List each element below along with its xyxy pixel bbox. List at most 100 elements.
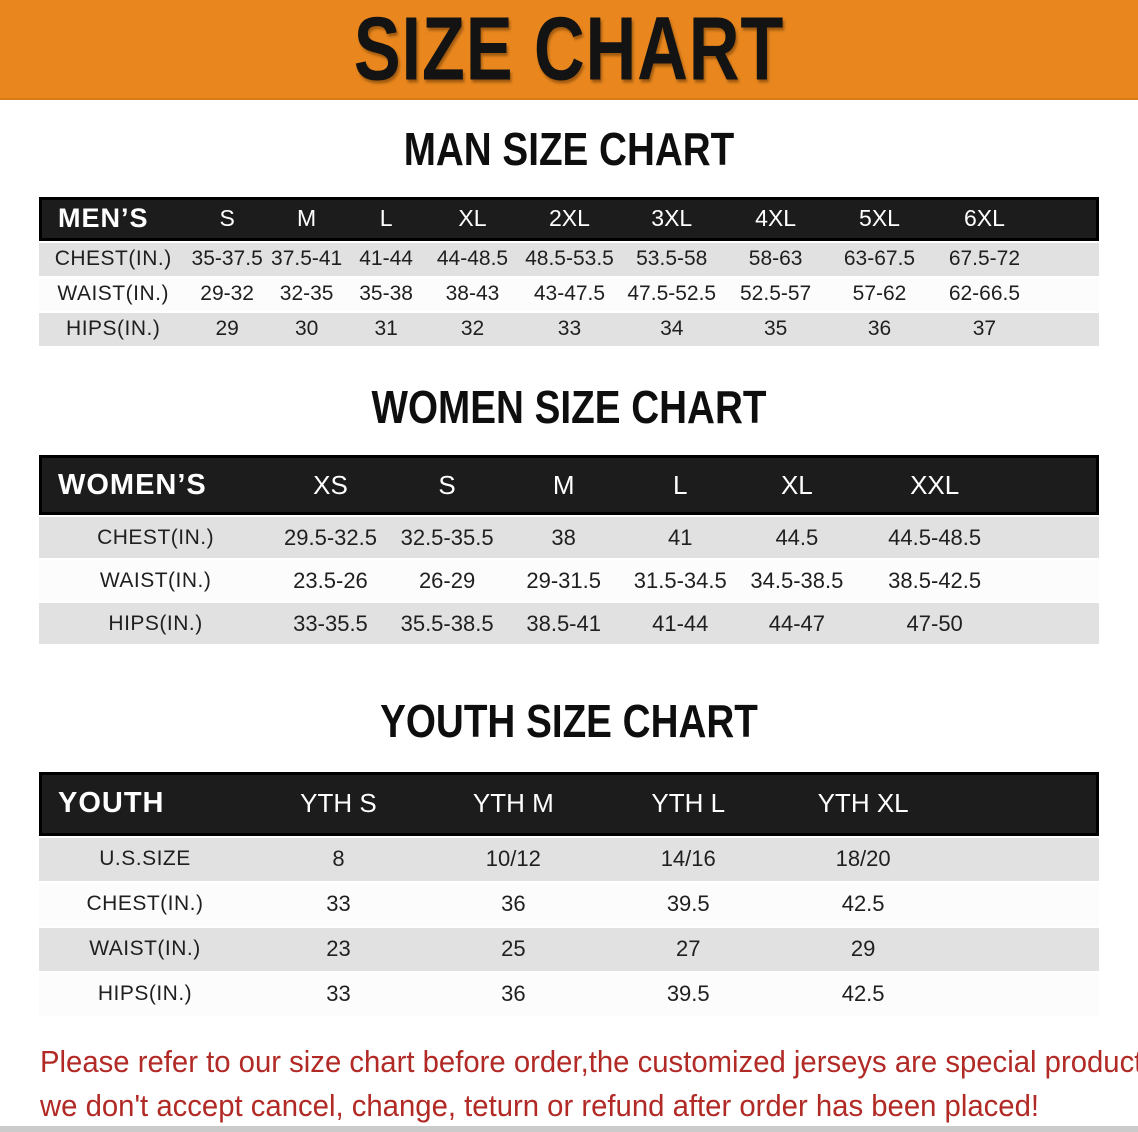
section-womens: WOMEN SIZE CHART WOMEN’S XS S M L XL XXL CHEST(…	[0, 380, 1138, 647]
youth-cell-hips-in-yth-s: 33	[251, 972, 426, 1016]
youth-row-label-waist-in: WAIST(IN.)	[39, 927, 251, 971]
youth-header-row: YOUTH YTH S YTH M YTH L YTH XL	[39, 771, 1099, 836]
youth-header-spacer	[950, 771, 1099, 836]
youth-section-heading: YOUTH SIZE CHART	[380, 695, 758, 748]
youth-cell-waist-in-yth-xl: 29	[775, 927, 951, 971]
womens-cell-waist-in-s: 26-29	[388, 560, 506, 602]
mens-cell-hips-in-m: 30	[266, 312, 347, 346]
mens-col-head-4xl: 4XL	[723, 196, 828, 241]
womens-cell-hips-in-l: 41-44	[621, 603, 739, 645]
mens-cell-hips-in-5xl: 36	[827, 312, 932, 346]
mens-col-head-xl: XL	[425, 196, 520, 241]
womens-col-head-l: L	[621, 455, 739, 516]
womens-col-head-s: S	[388, 455, 506, 516]
youth-cell-u-s-size-yth-m: 10/12	[425, 837, 601, 881]
womens-row-chest-in: CHEST(IN.) 29.5-32.5 32.5-35.5 38 41 44.5 44.5…	[39, 517, 1099, 559]
banner: SIZE CHART	[0, 0, 1138, 100]
mens-cell-chest-in-6xl: 67.5-72	[931, 242, 1038, 276]
mens-cell-hips-in-xl: 32	[425, 312, 520, 346]
youth-size-table: YOUTH YTH S YTH M YTH L YTH XL U.S.SIZE 8 10/12…	[39, 770, 1099, 1018]
womens-cell-waist-in-xl: 34.5-38.5	[738, 560, 856, 602]
mens-cell-chest-in-xl: 44-48.5	[425, 242, 520, 276]
mens-cell-hips-in-3xl: 34	[619, 312, 724, 346]
mens-cell-hips-in-l: 31	[346, 312, 426, 346]
youth-cell-waist-in-yth-l: 27	[600, 927, 776, 971]
womens-col-head-m: M	[505, 455, 622, 516]
womens-cell-waist-in-xs: 23.5-26	[272, 560, 389, 602]
womens-cell-chest-in-l: 41	[621, 517, 739, 559]
womens-row-label-hips-in: HIPS(IN.)	[39, 603, 273, 645]
mens-cell-chest-in-2xl: 48.5-53.5	[519, 242, 620, 276]
mens-cell-hips-in-2xl: 33	[519, 312, 620, 346]
mens-corner-label: MEN’S	[39, 196, 188, 241]
youth-table-wrap: YOUTH YTH S YTH M YTH L YTH XL U.S.SIZE 8 10/12…	[39, 770, 1099, 1018]
womens-col-head-xxl: XXL	[855, 455, 1015, 516]
youth-row-hips-in: HIPS(IN.) 33 36 39.5 42.5	[39, 972, 1099, 1016]
mens-row-hips-in: HIPS(IN.) 29 30 31 32 33 34 35 36 37	[39, 312, 1099, 346]
womens-cell-chest-in-xxl: 44.5-48.5	[855, 517, 1015, 559]
mens-cell-waist-in-xl: 38-43	[425, 277, 520, 311]
womens-cell-waist-in-xxl: 38.5-42.5	[855, 560, 1015, 602]
womens-cell-chest-in-m: 38	[505, 517, 622, 559]
youth-corner-label: YOUTH	[39, 771, 251, 836]
mens-table-wrap: MEN’S S M L XL 2XL 3XL 4XL 5XL 6XL CHEST(IN.) 35-37…	[39, 195, 1099, 348]
womens-header-spacer	[1014, 455, 1099, 516]
youth-cell-hips-in-yth-m: 36	[425, 972, 601, 1016]
womens-row-spacer	[1014, 603, 1099, 645]
youth-row-chest-in: CHEST(IN.) 33 36 39.5 42.5	[39, 882, 1099, 926]
womens-row-spacer	[1014, 560, 1099, 602]
womens-section-heading: WOMEN SIZE CHART	[371, 380, 767, 433]
mens-row-spacer	[1037, 312, 1099, 346]
mens-cell-waist-in-4xl: 52.5-57	[723, 277, 828, 311]
mens-section-heading: MAN SIZE CHART	[403, 123, 735, 175]
youth-cell-u-s-size-yth-l: 14/16	[600, 837, 776, 881]
mens-cell-chest-in-m: 37.5-41	[266, 242, 347, 276]
bottom-strip	[0, 1126, 1138, 1132]
mens-cell-waist-in-2xl: 43-47.5	[519, 277, 620, 311]
mens-row-label-hips-in: HIPS(IN.)	[39, 312, 188, 346]
youth-col-head-yth-s: YTH S	[251, 771, 426, 836]
mens-cell-waist-in-5xl: 57-62	[827, 277, 932, 311]
mens-row-spacer	[1037, 277, 1099, 311]
mens-cell-hips-in-s: 29	[187, 312, 267, 346]
youth-row-waist-in: WAIST(IN.) 23 25 27 29	[39, 927, 1099, 971]
mens-cell-chest-in-3xl: 53.5-58	[619, 242, 724, 276]
youth-col-head-yth-l: YTH L	[600, 771, 776, 836]
mens-cell-waist-in-s: 29-32	[187, 277, 267, 311]
mens-cell-waist-in-6xl: 62-66.5	[931, 277, 1038, 311]
mens-col-head-3xl: 3XL	[619, 196, 724, 241]
mens-col-head-m: M	[266, 196, 347, 241]
womens-row-hips-in: HIPS(IN.) 33-35.5 35.5-38.5 38.5-41 41-44 44-…	[39, 603, 1099, 645]
mens-cell-hips-in-4xl: 35	[723, 312, 828, 346]
youth-row-label-u-s-size: U.S.SIZE	[39, 837, 251, 881]
mens-cell-waist-in-m: 32-35	[266, 277, 347, 311]
womens-col-head-xs: XS	[272, 455, 389, 516]
youth-cell-waist-in-yth-s: 23	[251, 927, 426, 971]
womens-cell-hips-in-xl: 44-47	[738, 603, 856, 645]
womens-table-wrap: WOMEN’S XS S M L XL XXL CHEST(IN.) 29.5-32.5 32.5…	[39, 453, 1099, 646]
womens-cell-hips-in-xs: 33-35.5	[272, 603, 389, 645]
mens-row-waist-in: WAIST(IN.) 29-32 32-35 35-38 38-43 43-47.5 47.…	[39, 277, 1099, 311]
womens-col-head-xl: XL	[738, 455, 856, 516]
womens-header-row: WOMEN’S XS S M L XL XXL	[39, 455, 1099, 516]
youth-col-head-yth-m: YTH M	[425, 771, 601, 836]
youth-row-spacer	[950, 927, 1099, 971]
mens-row-label-waist-in: WAIST(IN.)	[39, 277, 188, 311]
mens-col-head-5xl: 5XL	[827, 196, 932, 241]
womens-row-label-waist-in: WAIST(IN.)	[39, 560, 273, 602]
mens-cell-waist-in-l: 35-38	[346, 277, 426, 311]
youth-cell-chest-in-yth-m: 36	[425, 882, 601, 926]
womens-cell-hips-in-m: 38.5-41	[505, 603, 622, 645]
mens-cell-chest-in-s: 35-37.5	[187, 242, 267, 276]
disclaimer-line-1: Please refer to our size chart before or…	[40, 1043, 1138, 1079]
youth-cell-u-s-size-yth-xl: 18/20	[775, 837, 951, 881]
womens-cell-hips-in-xxl: 47-50	[855, 603, 1015, 645]
youth-cell-u-s-size-yth-s: 8	[251, 837, 426, 881]
womens-row-label-chest-in: CHEST(IN.)	[39, 517, 273, 559]
womens-cell-waist-in-l: 31.5-34.5	[621, 560, 739, 602]
mens-col-head-s: S	[187, 196, 267, 241]
mens-cell-chest-in-l: 41-44	[346, 242, 426, 276]
mens-header-spacer	[1037, 196, 1099, 241]
youth-row-u-s-size: U.S.SIZE 8 10/12 14/16 18/20	[39, 837, 1099, 881]
mens-header-row: MEN’S S M L XL 2XL 3XL 4XL 5XL 6XL	[39, 196, 1099, 241]
